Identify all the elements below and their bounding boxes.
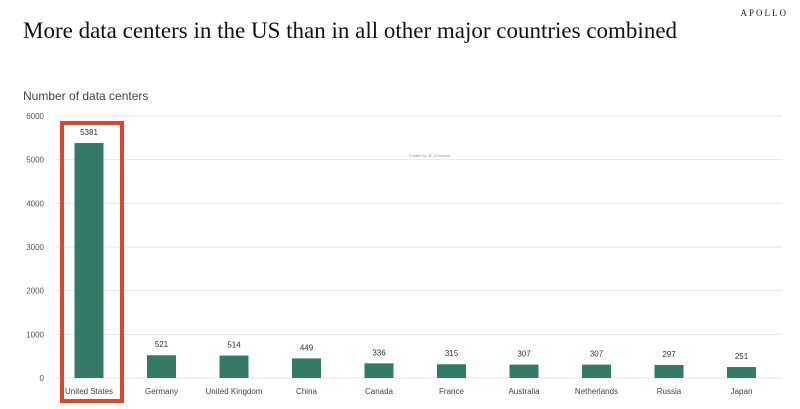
- chart-title: More data centers in the US than in all …: [23, 18, 678, 43]
- bar: [654, 365, 684, 378]
- y-tick-label: 2000: [26, 287, 44, 296]
- y-tick-label: 6000: [26, 112, 44, 121]
- x-tick-label: United Kingdom: [206, 387, 263, 396]
- y-axis-label: Number of data centers: [23, 89, 149, 103]
- data-label: 449: [300, 343, 314, 352]
- bar: [219, 355, 249, 378]
- data-label: 251: [735, 352, 749, 361]
- bar: [437, 364, 466, 378]
- data-label: 521: [155, 340, 169, 349]
- x-tick-label: Germany: [145, 387, 178, 396]
- bar: [74, 143, 104, 378]
- data-label: 336: [372, 348, 386, 357]
- x-tick-label: Russia: [657, 387, 682, 396]
- data-label: 307: [517, 350, 531, 359]
- x-tick-label: Australia: [508, 387, 540, 396]
- x-tick-label: Japan: [731, 387, 753, 396]
- data-label: 315: [445, 349, 459, 358]
- bar: [582, 364, 611, 378]
- bar: [292, 358, 321, 378]
- bar: [147, 355, 176, 378]
- data-label: 514: [227, 341, 241, 350]
- watermark: Posted by @_Investinq: [409, 153, 451, 158]
- data-label: 5381: [80, 128, 98, 137]
- bar: [727, 367, 756, 378]
- x-tick-label: Netherlands: [575, 387, 618, 396]
- data-label: 307: [590, 350, 604, 359]
- bar: [509, 364, 539, 378]
- y-tick-label: 1000: [26, 330, 44, 339]
- x-tick-label: Canada: [365, 387, 394, 396]
- y-tick-label: 5000: [26, 156, 44, 165]
- data-label: 297: [662, 350, 676, 359]
- x-tick-label: France: [439, 387, 464, 396]
- apollo-logo: APOLLO: [740, 8, 788, 18]
- y-tick-label: 4000: [26, 199, 44, 208]
- highlight-box: [60, 121, 124, 403]
- x-tick-label: China: [296, 387, 317, 396]
- y-tick-label: 3000: [26, 243, 44, 252]
- x-tick-label: United States: [65, 387, 113, 396]
- y-tick-label: 0: [40, 374, 45, 383]
- bar: [364, 363, 394, 378]
